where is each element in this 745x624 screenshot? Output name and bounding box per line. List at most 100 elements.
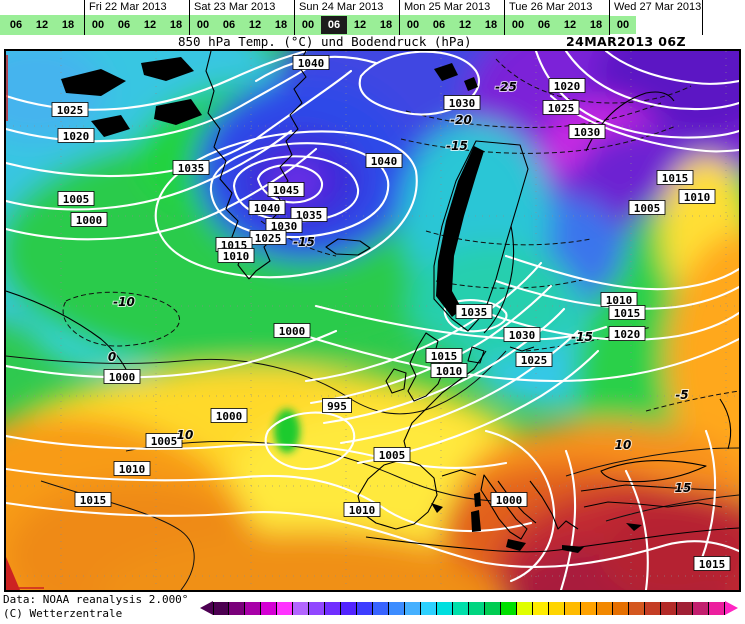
colorbar-segment (453, 601, 469, 615)
weather-map-canvas: 1025 1020 1005 1000 1035 1040 1030 1040 1045 1040… (6, 51, 739, 590)
hour-link-18[interactable]: 18 (484, 19, 498, 31)
temp-label: -5 (675, 388, 688, 402)
day-label: Sat 23 Mar 2013 (194, 1, 276, 13)
svg-text:995: 995 (327, 400, 347, 413)
svg-text:1040: 1040 (371, 155, 398, 168)
pressure-label: 1030 (265, 218, 303, 233)
hour-link-12[interactable]: 12 (35, 19, 49, 31)
colorbar-segment (581, 601, 597, 615)
colorbar-segment (437, 601, 453, 615)
colorbar-segment (261, 601, 277, 615)
svg-text:1025: 1025 (255, 232, 282, 245)
day-group-tue: Tue 26 Mar 2013 00 06 12 18 (504, 0, 609, 35)
hour-link-12[interactable]: 12 (563, 19, 577, 31)
hour-link-06[interactable]: 06 (432, 19, 446, 31)
svg-text:1010: 1010 (436, 365, 463, 378)
hour-row: 00 06 12 18 (400, 15, 504, 35)
hour-link-00[interactable]: 00 (610, 16, 636, 34)
hour-link-00[interactable]: 00 (301, 19, 315, 31)
pressure-label: 1005 (628, 200, 666, 215)
svg-text:1005: 1005 (151, 435, 178, 448)
hour-link-18[interactable]: 18 (274, 19, 288, 31)
hour-link-06[interactable]: 06 (537, 19, 551, 31)
svg-text:1005: 1005 (63, 193, 90, 206)
colorbar-segment (597, 601, 613, 615)
svg-text:1030: 1030 (271, 220, 298, 233)
day-label: Mon 25 Mar 2013 (404, 1, 491, 13)
hour-link-18[interactable]: 18 (61, 19, 75, 31)
hour-link-18[interactable]: 18 (169, 19, 183, 31)
temp-label: -15 (293, 235, 315, 249)
map-title: 850 hPa Temp. (°C) und Bodendruck (hPa) (178, 34, 472, 49)
svg-text:1045: 1045 (273, 184, 300, 197)
pressure-label: 1020 (548, 78, 586, 93)
colorbar-segment (533, 601, 549, 615)
map-timestamp: 24MAR2013 06Z (566, 34, 686, 49)
svg-text:1015: 1015 (699, 558, 726, 571)
day-label: Tue 26 Mar 2013 (509, 1, 593, 13)
svg-text:1015: 1015 (80, 494, 107, 507)
red-frame-artifact (6, 55, 44, 590)
pressure-label: 1025 (51, 102, 89, 117)
pressure-label: 1015 (608, 305, 646, 320)
colorbar-segment (293, 601, 309, 615)
pressure-label: 1005 (57, 191, 95, 206)
colorbar-segment (565, 601, 581, 615)
temp-label: 10 (177, 428, 194, 442)
temp-label: 0 (108, 350, 116, 364)
isobars (6, 51, 739, 590)
pressure-label: 1015 (74, 492, 112, 507)
hour-link-00[interactable]: 00 (511, 19, 525, 31)
hour-link-06[interactable]: 06 (222, 19, 236, 31)
colorbar-segment (613, 601, 629, 615)
pressure-label: 1005 (145, 433, 183, 448)
hour-link-18[interactable]: 18 (379, 19, 393, 31)
colorbar-segment (421, 601, 437, 615)
colorbar-segment (693, 601, 709, 615)
colorbar-segment (325, 601, 341, 615)
hour-row: 00 06 12 18 (505, 15, 609, 35)
pressure-label: 1025 (542, 100, 580, 115)
day-label: Wed 27 Mar 2013 (614, 1, 702, 13)
colorbar-segment (485, 601, 501, 615)
nav-filler (703, 0, 745, 35)
svg-text:1040: 1040 (298, 57, 325, 70)
svg-text:1030: 1030 (509, 329, 536, 342)
svg-text:1000: 1000 (76, 214, 103, 227)
hour-link-06[interactable]: 06 (321, 16, 347, 34)
hour-link-00[interactable]: 00 (406, 19, 420, 31)
pressure-label: 1040 (292, 55, 330, 70)
colorbar-right-arrow (725, 601, 738, 615)
svg-text:1025: 1025 (57, 104, 84, 117)
svg-text:1010: 1010 (349, 504, 376, 517)
colorbar-segment (677, 601, 693, 615)
colorbar-segment (661, 601, 677, 615)
hour-link-06[interactable]: 06 (9, 19, 23, 31)
hour-link-00[interactable]: 00 (91, 19, 105, 31)
day-group-sun: Sun 24 Mar 2013 00 06 12 18 (294, 0, 399, 35)
temperature-colorbar (200, 601, 738, 615)
colorbar-left-arrow (200, 601, 213, 615)
colorbar-segment (213, 601, 229, 615)
temp-label: -25 (495, 80, 517, 94)
hour-link-12[interactable]: 12 (353, 19, 367, 31)
hour-link-12[interactable]: 12 (248, 19, 262, 31)
temp-label: -15 (446, 139, 468, 153)
svg-text:1000: 1000 (496, 494, 523, 507)
pressure-label: 1040 (248, 200, 286, 215)
colorbar-segment (629, 601, 645, 615)
pressure-label: 1010 (343, 502, 381, 517)
svg-text:1030: 1030 (574, 126, 601, 139)
hour-link-12[interactable]: 12 (458, 19, 472, 31)
svg-text:1040: 1040 (254, 202, 281, 215)
hour-link-06[interactable]: 06 (117, 19, 131, 31)
svg-text:1025: 1025 (521, 354, 548, 367)
colorbar-segment (501, 601, 517, 615)
svg-text:1000: 1000 (109, 371, 136, 384)
hour-link-18[interactable]: 18 (589, 19, 603, 31)
day-group-mon: Mon 25 Mar 2013 00 06 12 18 (399, 0, 504, 35)
hour-link-12[interactable]: 12 (143, 19, 157, 31)
hour-link-00[interactable]: 00 (196, 19, 210, 31)
day-group-prev: 06 12 18 (0, 0, 84, 35)
